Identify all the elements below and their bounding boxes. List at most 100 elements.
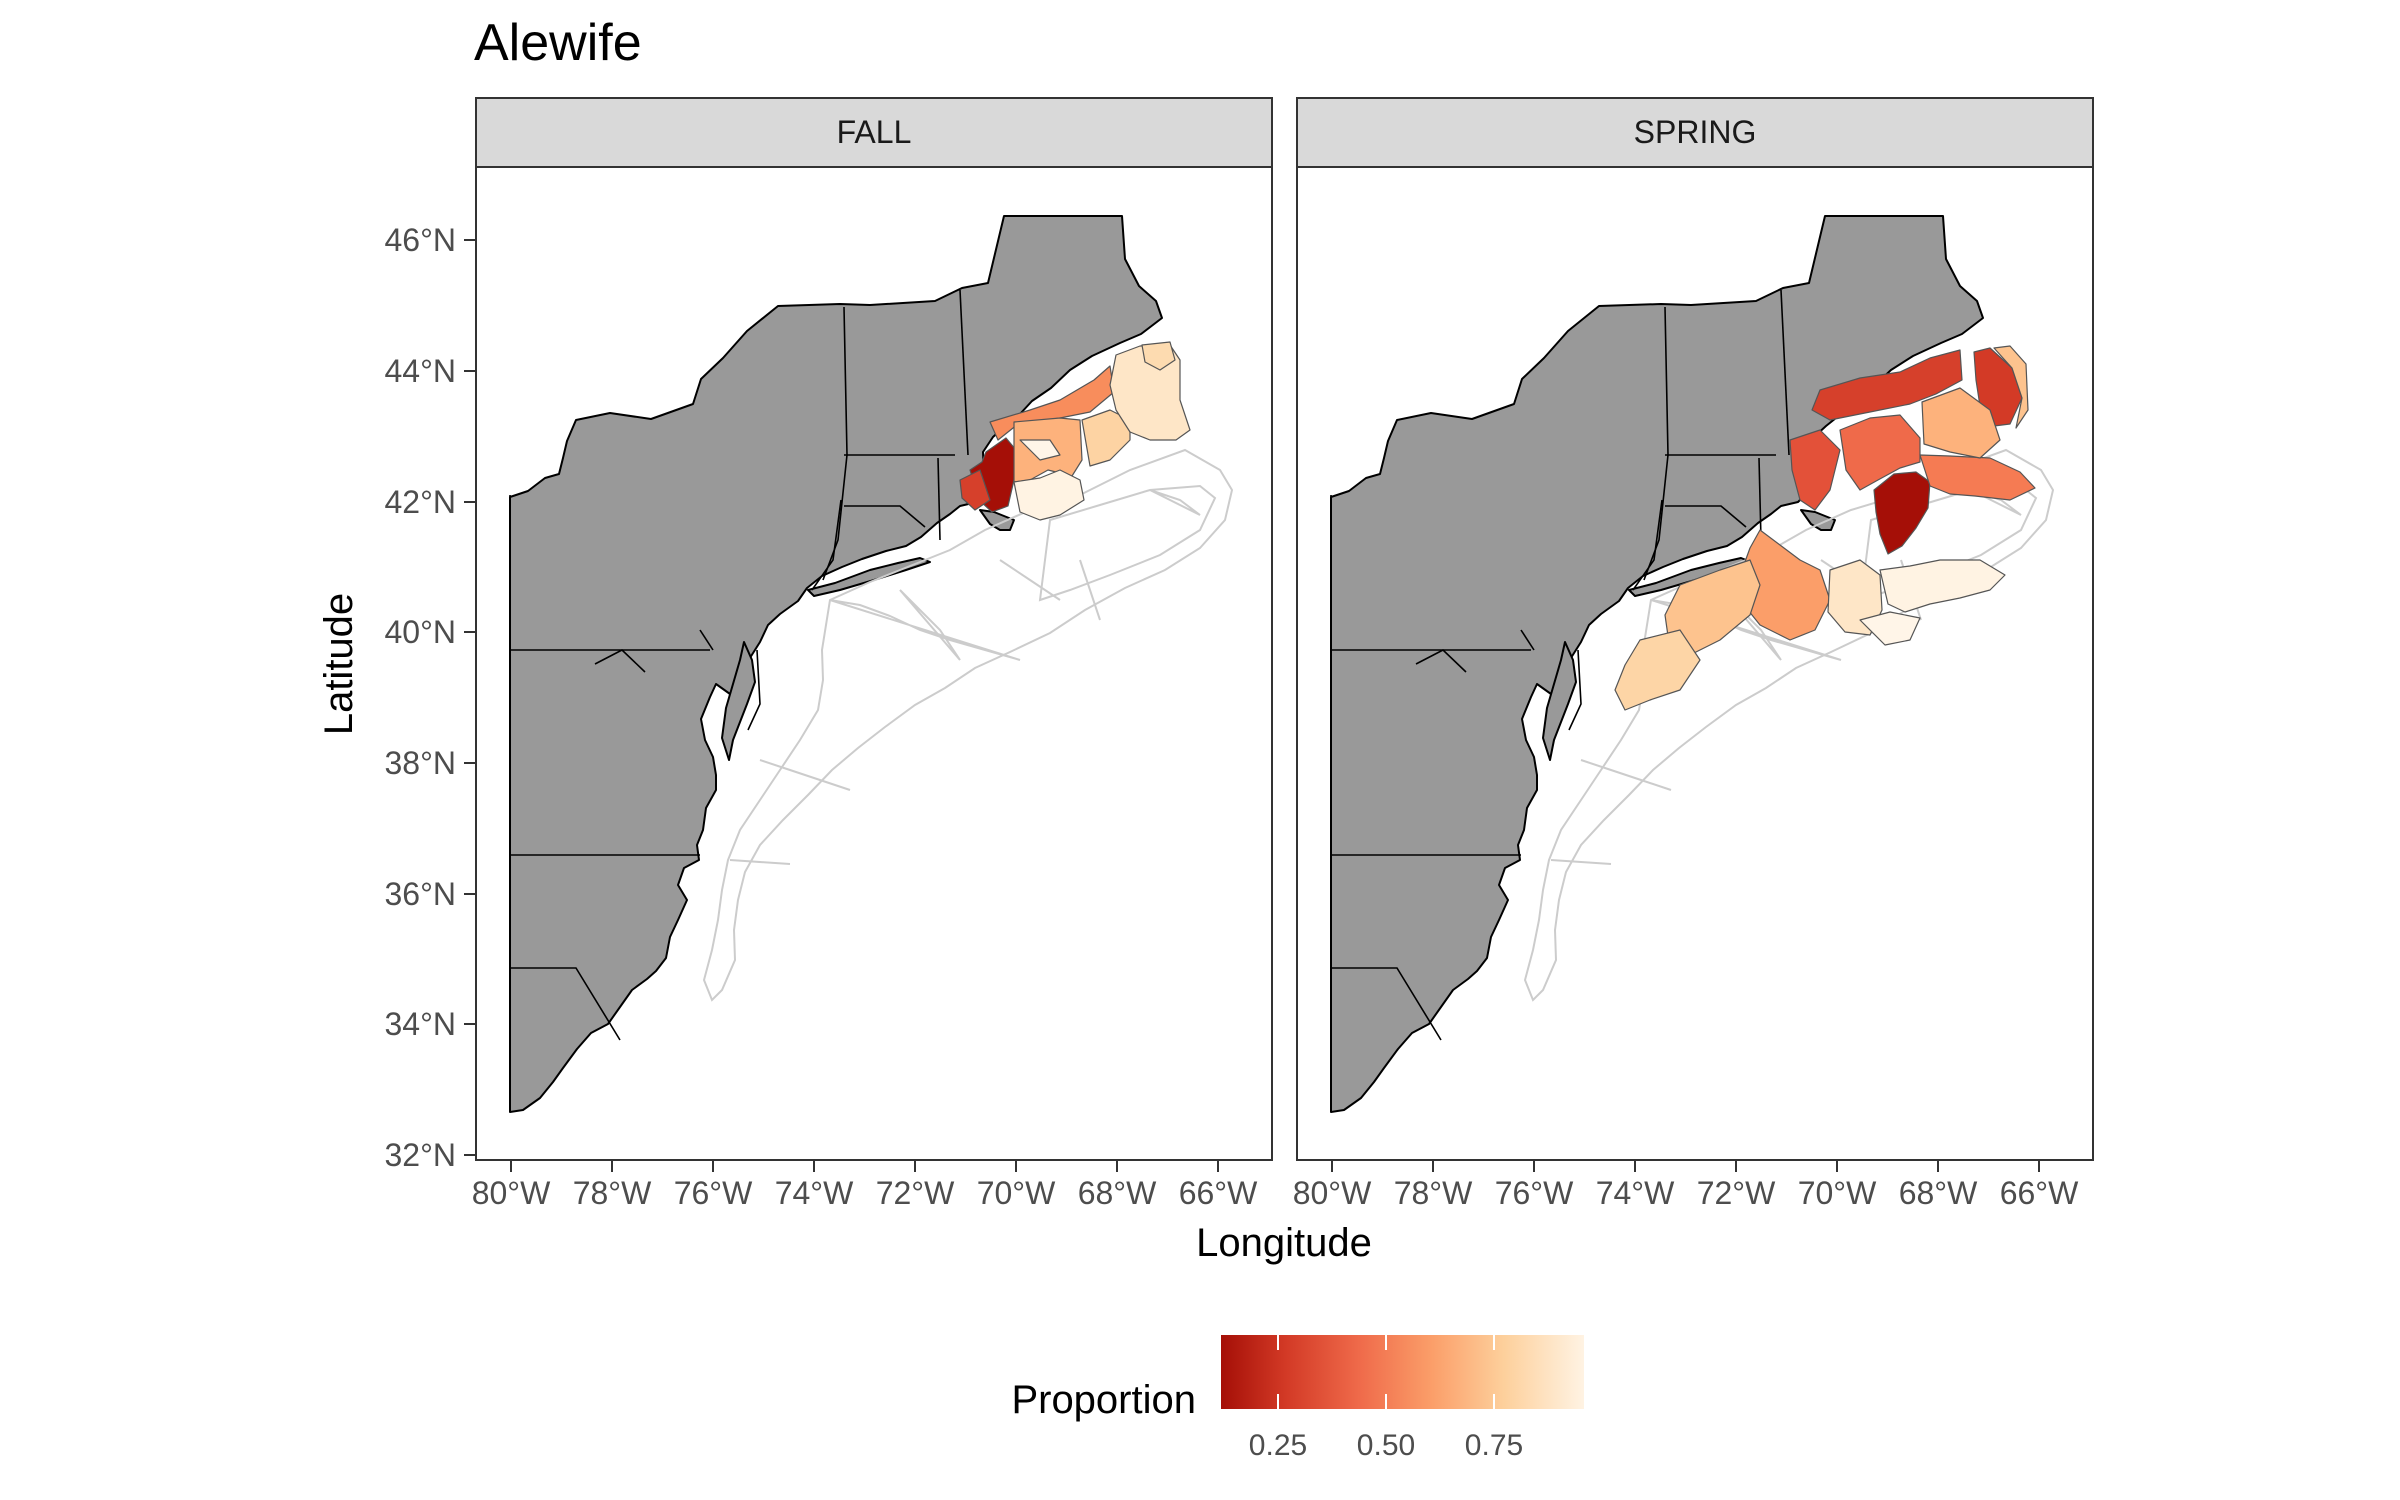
stratum-filled	[1921, 387, 2001, 459]
x-tick-label: 66°W	[1179, 1175, 1258, 1211]
x-axis-title: Longitude	[1196, 1221, 1372, 1265]
stratum-filled	[1839, 414, 1921, 491]
panel-fall: FALL	[475, 97, 1273, 1161]
state-border	[1331, 967, 1442, 1041]
x-tick-label: 74°W	[775, 1175, 854, 1211]
x-tick-label: 68°W	[1078, 1175, 1157, 1211]
x-tick-label: 70°W	[1798, 1175, 1877, 1211]
x-tick-76w: 76°W	[674, 1160, 753, 1211]
stratum-filled	[1614, 629, 1701, 711]
y-axis: 46°N 44°N 42°N 40°N 38°N 36°N 34°N 32°N	[385, 222, 476, 1173]
x-tick-68w: 68°W	[1078, 1160, 1157, 1211]
y-tick-label: 38°N	[385, 745, 457, 781]
x-tick-74w: 74°W	[1596, 1160, 1675, 1211]
legend-tick-label: 0.25	[1249, 1429, 1307, 1462]
stratum-filled	[1664, 559, 1761, 656]
stratum-filled	[1081, 409, 1131, 467]
land-polygon	[1330, 215, 1984, 1113]
x-tick-78w: 78°W	[1394, 1160, 1473, 1211]
y-tick-38: 38°N	[385, 745, 476, 781]
x-tick-label: 80°W	[472, 1175, 551, 1211]
stratum-outline	[729, 859, 791, 865]
land-fall	[509, 215, 1163, 1113]
y-tick-label: 46°N	[385, 222, 457, 258]
y-tick-36: 36°N	[385, 876, 476, 912]
stratum-filled	[1873, 471, 1931, 555]
land-polygon	[1800, 509, 1836, 531]
x-tick-label: 68°W	[1899, 1175, 1978, 1211]
stratum-filled	[1919, 454, 2036, 501]
y-tick-label: 42°N	[385, 484, 457, 520]
x-tick-label: 76°W	[674, 1175, 753, 1211]
state-border	[1520, 629, 1535, 651]
y-tick-label: 40°N	[385, 614, 457, 650]
y-tick-32: 32°N	[385, 1137, 476, 1173]
state-border	[510, 967, 621, 1041]
stratum-outline	[999, 559, 1061, 601]
x-tick-label: 72°W	[876, 1175, 955, 1211]
legend-title: Proportion	[1011, 1378, 1196, 1422]
x-tick-70w: 70°W	[1798, 1160, 1877, 1211]
stratum-filled	[1811, 349, 1963, 421]
x-tick-78w: 78°W	[573, 1160, 652, 1211]
state-border	[1665, 505, 1747, 528]
state-border	[937, 457, 941, 541]
stratum-outline	[1079, 559, 1101, 621]
x-tick-80w: 80°W	[472, 1160, 551, 1211]
x-tick-66w: 66°W	[1179, 1160, 1258, 1211]
x-tick-label: 78°W	[1394, 1175, 1473, 1211]
x-axis-fall: 80°W 78°W 76°W 74°W 72°W 70°W 68°W 66°W	[472, 1160, 1258, 1211]
legend-ticks: 0.25 0.50 0.75	[1249, 1335, 1523, 1462]
stratum-filled	[1993, 345, 2029, 429]
x-tick-label: 80°W	[1293, 1175, 1372, 1211]
stratum-outline	[829, 599, 1021, 661]
stratum-outline	[1580, 759, 1672, 791]
state-border	[594, 649, 646, 673]
y-tick-34: 34°N	[385, 1006, 476, 1042]
strata-filled-spring	[1614, 345, 2036, 711]
state-border	[1758, 457, 1762, 541]
state-border	[1568, 649, 1582, 731]
strip-background-fall	[475, 97, 1273, 168]
state-border	[1780, 289, 1790, 456]
map-layers-spring	[1330, 215, 2055, 1113]
y-tick-42: 42°N	[385, 484, 476, 520]
y-tick-label: 44°N	[385, 353, 457, 389]
x-tick-68w: 68°W	[1899, 1160, 1978, 1211]
state-border	[1415, 649, 1467, 673]
stratum-filled	[1019, 439, 1061, 461]
x-tick-80w: 80°W	[1293, 1160, 1372, 1211]
y-tick-44: 44°N	[385, 353, 476, 389]
state-border	[699, 629, 714, 651]
stratum-filled	[1013, 469, 1085, 521]
land-polygon	[1542, 641, 1577, 761]
land-polygon	[807, 557, 931, 597]
panel-spring: SPRING	[1296, 97, 2094, 1161]
state-border	[1632, 499, 1663, 591]
y-tick-label: 32°N	[385, 1137, 457, 1173]
land-polygon	[979, 509, 1015, 531]
x-tick-74w: 74°W	[775, 1160, 854, 1211]
strip-label-fall: FALL	[837, 114, 912, 150]
y-tick-46: 46°N	[385, 222, 476, 258]
x-tick-70w: 70°W	[977, 1160, 1056, 1211]
stratum-filled	[959, 469, 991, 511]
x-tick-76w: 76°W	[1495, 1160, 1574, 1211]
stratum-outline	[759, 759, 851, 791]
land-spring	[1330, 215, 1984, 1113]
stratum-outline	[899, 589, 961, 661]
y-tick-label: 36°N	[385, 876, 457, 912]
x-axis-spring: 80°W 78°W 76°W 74°W 72°W 70°W 68°W 66°W	[1293, 1160, 2079, 1211]
legend: Proportion 0.25 0.50 0.75	[1011, 1335, 1584, 1462]
stratum-outline	[702, 448, 1234, 1002]
x-tick-label: 66°W	[2000, 1175, 2079, 1211]
state-border	[959, 289, 969, 456]
x-tick-label: 78°W	[573, 1175, 652, 1211]
x-tick-66w: 66°W	[2000, 1160, 2079, 1211]
stratum-filled	[1141, 341, 1176, 371]
x-tick-label: 74°W	[1596, 1175, 1675, 1211]
legend-tick-label: 0.50	[1357, 1429, 1415, 1462]
legend-colorbar	[1221, 1335, 1584, 1409]
stratum-outline	[1149, 489, 1201, 516]
